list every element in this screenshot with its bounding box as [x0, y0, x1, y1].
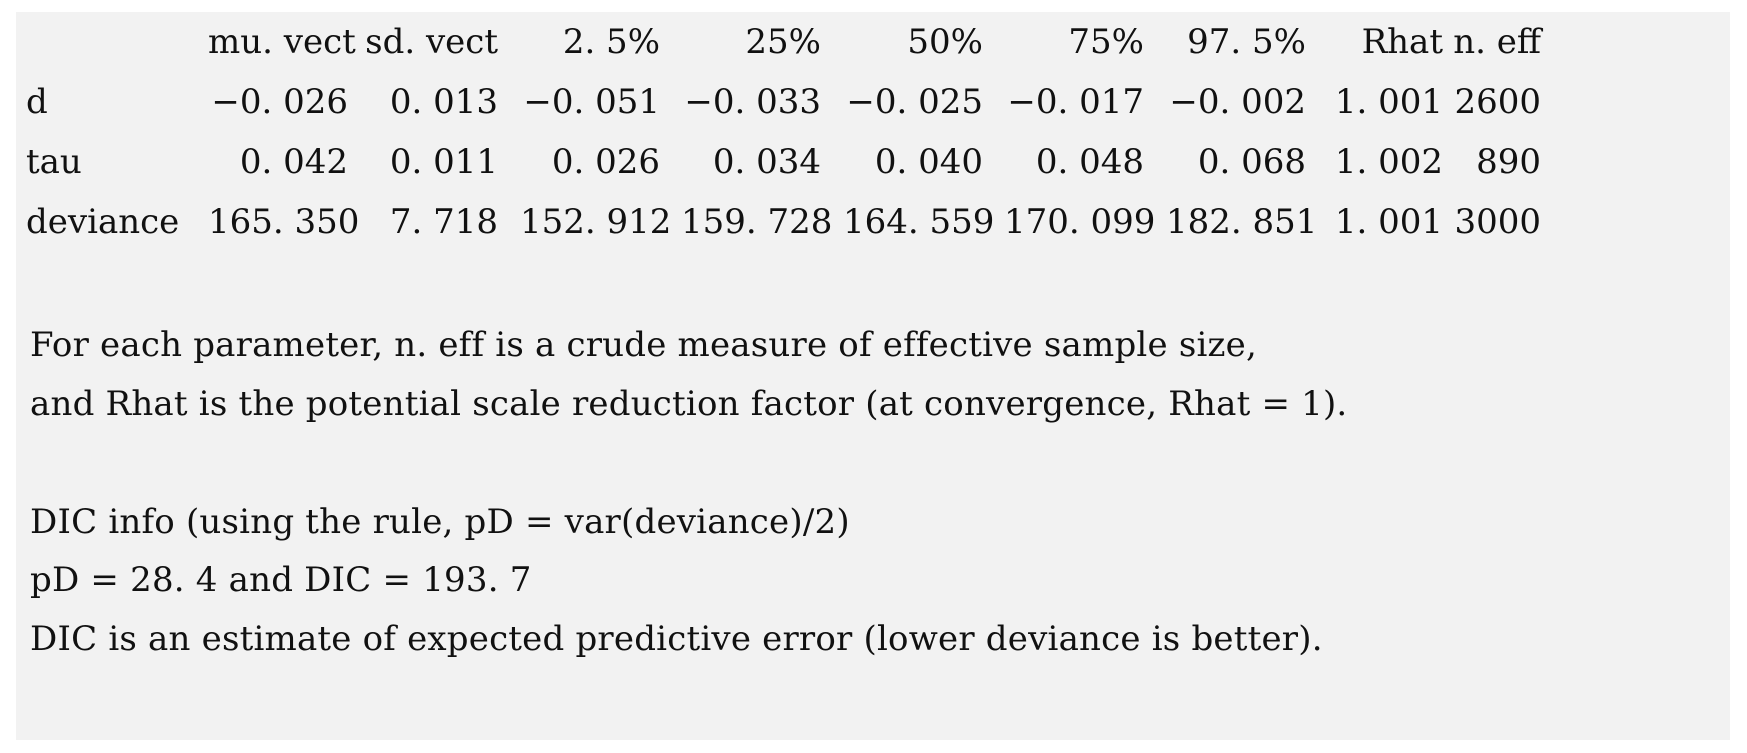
row-label: d [26, 82, 48, 122]
table-cell: −0. 051 [523, 82, 660, 122]
table-cell: 1. 001 [1334, 202, 1443, 242]
column-header: 50% [907, 22, 983, 62]
table-cell: −0. 026 [211, 82, 348, 122]
table-cell: 2600 [1454, 82, 1541, 122]
table-cell: 0. 013 [389, 82, 498, 122]
table-cell: −0. 025 [846, 82, 983, 122]
column-header: mu. vect [208, 22, 356, 62]
table-cell: 1. 001 [1334, 82, 1443, 122]
table-cell: 0. 034 [712, 142, 821, 182]
table-cell: 159. 728 [681, 202, 833, 242]
table-cell: −0. 033 [684, 82, 821, 122]
column-header: 25% [745, 22, 821, 62]
note-line-5: DIC is an estimate of expected predictiv… [30, 619, 1323, 659]
column-header: 75% [1068, 22, 1144, 62]
table-cell: 0. 011 [389, 142, 498, 182]
row-label: deviance [26, 202, 180, 242]
table-cell: 0. 068 [1197, 142, 1306, 182]
note-line-3: DIC info (using the rule, pD = var(devia… [30, 502, 850, 542]
table-cell: 3000 [1454, 202, 1541, 242]
table-cell: 0. 048 [1035, 142, 1144, 182]
note-line-4: pD = 28. 4 and DIC = 193. 7 [30, 560, 532, 600]
table-cell: 7. 718 [389, 202, 498, 242]
table-cell: 1. 002 [1334, 142, 1443, 182]
column-header: n. eff [1453, 22, 1541, 62]
note-line-2: and Rhat is the potential scale reductio… [30, 384, 1348, 424]
table-cell: 0. 042 [239, 142, 348, 182]
table-cell: 182. 851 [1166, 202, 1318, 242]
column-header: 97. 5% [1187, 22, 1306, 62]
table-cell: 164. 559 [843, 202, 995, 242]
table-cell: −0. 002 [1169, 82, 1306, 122]
output-panel: mu. vect sd. vect 2. 5% 25% 50% 75% 97. 5% Rhat… [16, 12, 1730, 740]
column-header: 2. 5% [562, 22, 660, 62]
table-cell: 170. 099 [1004, 202, 1156, 242]
table-cell: 152. 912 [520, 202, 672, 242]
table-cell: 0. 026 [551, 142, 660, 182]
table-cell: 890 [1476, 142, 1541, 182]
column-header: sd. vect [365, 22, 498, 62]
table-cell: 165. 350 [208, 202, 360, 242]
row-label: tau [26, 142, 82, 182]
table-cell: 0. 040 [874, 142, 983, 182]
table-cell: −0. 017 [1007, 82, 1144, 122]
column-header: Rhat [1361, 22, 1443, 62]
note-line-1: For each parameter, n. eff is a crude me… [30, 325, 1257, 365]
